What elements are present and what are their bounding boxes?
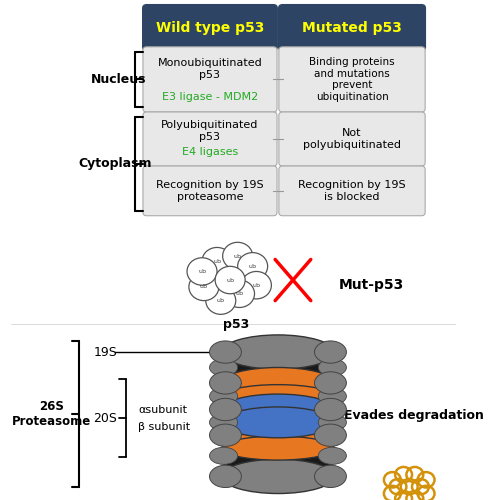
Text: ub: ub [213,258,221,264]
Ellipse shape [209,359,238,376]
Circle shape [238,252,268,280]
Text: E4 ligases: E4 ligases [182,148,238,158]
FancyBboxPatch shape [279,166,425,216]
Text: 19S: 19S [93,346,117,358]
Ellipse shape [315,465,346,487]
Ellipse shape [222,449,334,473]
Ellipse shape [222,356,334,380]
Text: Recognition by 19S
proteasome: Recognition by 19S proteasome [156,180,264,202]
Ellipse shape [222,436,334,460]
Text: ub: ub [217,298,225,303]
Ellipse shape [222,459,334,494]
Text: αsubunit: αsubunit [138,404,187,414]
Ellipse shape [209,341,242,363]
Ellipse shape [318,447,346,464]
Text: Monoubiquitinated
p53: Monoubiquitinated p53 [158,58,262,80]
Text: ub: ub [200,284,208,290]
Ellipse shape [315,341,346,363]
Ellipse shape [315,424,346,446]
Text: ub: ub [226,278,234,282]
Text: ub: ub [236,292,244,296]
Text: Mutated p53: Mutated p53 [302,20,402,34]
FancyBboxPatch shape [142,4,278,51]
Ellipse shape [209,372,242,394]
Text: ub: ub [248,264,257,269]
Ellipse shape [222,420,334,450]
Text: Not
polyubiquitinated: Not polyubiquitinated [303,128,401,150]
Text: Recognition by 19S
is blocked: Recognition by 19S is blocked [298,180,406,202]
Ellipse shape [222,384,334,408]
Ellipse shape [222,368,334,398]
Ellipse shape [209,398,242,420]
Ellipse shape [222,335,334,369]
Circle shape [242,272,271,299]
Text: 26S
Proteasome: 26S Proteasome [11,400,91,428]
Ellipse shape [315,398,346,420]
Circle shape [187,258,217,285]
Text: Cytoplasm: Cytoplasm [78,158,152,170]
Ellipse shape [209,447,238,464]
Text: Wild type p53: Wild type p53 [156,20,264,34]
Ellipse shape [209,424,242,446]
FancyBboxPatch shape [278,4,426,51]
Circle shape [224,280,254,307]
Text: ub: ub [198,269,206,274]
Text: Nucleus: Nucleus [91,73,146,86]
Ellipse shape [318,388,346,405]
Text: Evades degradation: Evades degradation [344,410,484,422]
Ellipse shape [209,388,238,405]
FancyBboxPatch shape [143,166,277,216]
Circle shape [223,242,252,270]
FancyBboxPatch shape [143,47,277,112]
Circle shape [189,273,219,300]
Circle shape [202,248,232,275]
Ellipse shape [222,407,334,438]
Ellipse shape [209,465,242,487]
Circle shape [215,266,245,294]
Circle shape [206,287,236,314]
Ellipse shape [318,359,346,376]
Text: p53: p53 [223,318,249,331]
Text: ub: ub [234,254,242,258]
Text: Mut-p53: Mut-p53 [339,278,404,292]
Text: ub: ub [252,282,260,288]
FancyBboxPatch shape [143,112,277,166]
Text: β subunit: β subunit [138,422,190,432]
Text: E3 ligase - MDM2: E3 ligase - MDM2 [162,92,258,102]
Text: Binding proteins
and mutations
prevent
ubiquitination: Binding proteins and mutations prevent u… [309,57,395,102]
FancyBboxPatch shape [279,112,425,166]
Text: Polyubiquitinated
p53: Polyubiquitinated p53 [162,120,259,142]
Ellipse shape [222,394,334,425]
Ellipse shape [315,372,346,394]
Ellipse shape [209,414,238,431]
Text: 20S: 20S [93,412,117,424]
Ellipse shape [318,414,346,431]
FancyBboxPatch shape [279,47,425,112]
